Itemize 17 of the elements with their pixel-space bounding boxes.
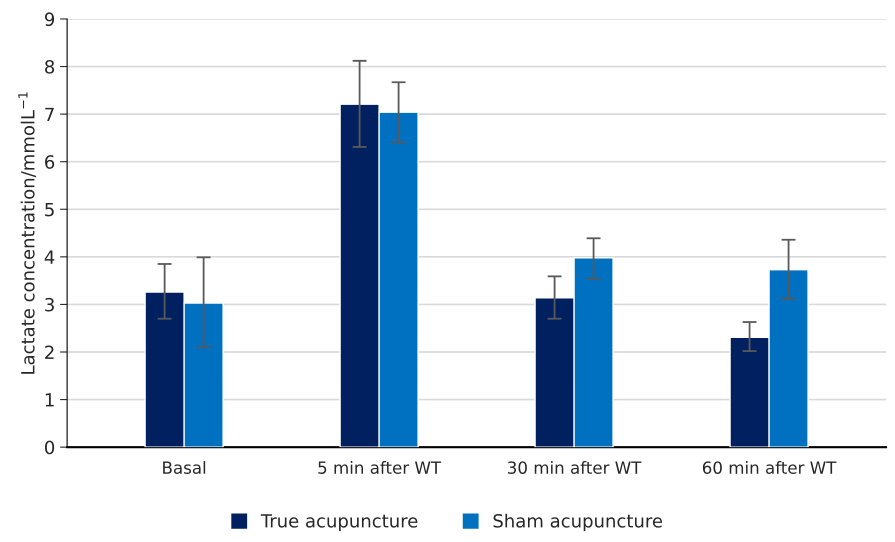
- x-tick-label: 30 min after WT: [508, 461, 642, 474]
- legend-label: True acupuncture: [260, 514, 418, 532]
- x-tick-label: 60 min after WT: [702, 461, 836, 474]
- y-tick-label: 9: [44, 12, 54, 26]
- y-tick-label: 5: [45, 202, 54, 216]
- y-tick-label: 0: [45, 440, 54, 454]
- x-tick-label: Basal: [163, 461, 206, 474]
- y-tick-label: 4: [44, 250, 54, 264]
- legend-label: Sham acupuncture: [494, 514, 662, 532]
- x-tick-label: 5 min after WT: [318, 461, 442, 474]
- y-tick-label: 2: [45, 345, 54, 359]
- y-axis-title: Lactate concentration/mmolL$^{−1}$: [18, 92, 36, 374]
- y-tick-label: 7: [45, 108, 54, 121]
- y-tick-label: 1: [46, 393, 54, 406]
- y-tick-label: 6: [45, 155, 54, 169]
- y-tick-label: 3: [45, 298, 54, 312]
- y-tick-label: 8: [45, 60, 54, 74]
